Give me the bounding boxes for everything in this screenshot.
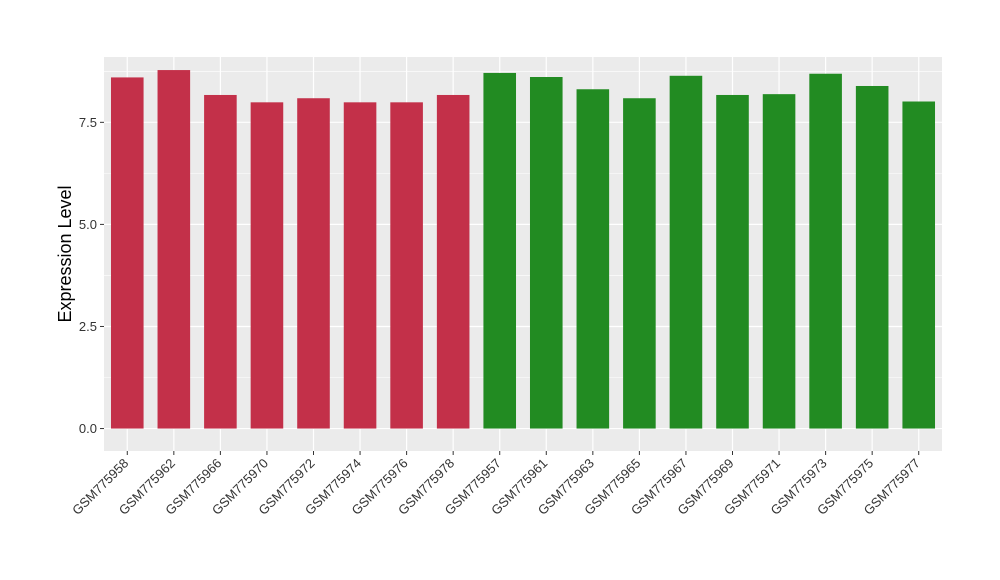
bar: [483, 72, 517, 429]
bar: [436, 94, 470, 429]
y-tick-label: 0.0: [79, 421, 97, 436]
y-tick-label: 2.5: [79, 319, 97, 334]
bar: [576, 89, 610, 429]
bar: [669, 75, 703, 429]
bar: [204, 94, 237, 429]
bar: [297, 98, 330, 429]
y-axis-title: Expression Level: [55, 185, 75, 322]
bar: [762, 94, 796, 429]
bar: [902, 101, 936, 429]
bar: [529, 77, 563, 429]
bar: [623, 98, 656, 429]
bar: [809, 73, 842, 429]
y-tick-label: 7.5: [79, 115, 97, 130]
y-tick-label: 5.0: [79, 217, 97, 232]
bar: [110, 77, 144, 429]
bar: [343, 102, 377, 429]
bars: [110, 70, 936, 429]
bar: [250, 102, 284, 429]
bar: [157, 70, 191, 429]
bar: [716, 94, 749, 429]
x-axis-ticks: GSM775958GSM775962GSM775966GSM775970GSM7…: [69, 451, 923, 518]
y-axis-ticks: 0.0 2.5 5.0 7.5: [79, 115, 104, 436]
bar: [855, 85, 889, 429]
bar: [390, 102, 423, 429]
